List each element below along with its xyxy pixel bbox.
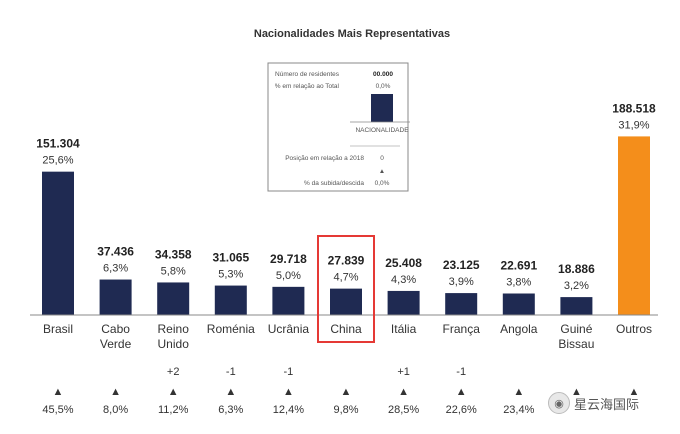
bars-layer	[42, 136, 650, 315]
value-label-it-lia: 25.408	[385, 256, 422, 270]
bar-ucr-nia	[272, 286, 305, 315]
change-pct-it-lia: 28,5%	[388, 404, 419, 416]
legend-frame	[267, 62, 409, 192]
legend-trend-icon: ▲	[379, 168, 385, 175]
watermark-text: 星云海国际	[574, 397, 640, 413]
pct-label-fran-a: 3,9%	[449, 276, 474, 288]
category-label-reino-unido: Unido	[158, 337, 190, 351]
value-label-rom-nia: 31.065	[212, 251, 249, 265]
pct-label-reino-unido: 5,8%	[161, 265, 186, 277]
category-label-fran-a: França	[443, 322, 481, 336]
chart-title: Nacionalidades Mais Representativas	[254, 28, 450, 40]
legend: Número de residentes 00.000 % em relação…	[267, 62, 410, 192]
category-label-guin-bissau: Bissau	[558, 337, 594, 351]
legend-change-label: % da subida/descida	[304, 180, 364, 187]
pct-label-angola: 3,8%	[506, 277, 531, 289]
value-label-brasil: 151.304	[36, 137, 80, 151]
change-pct-ucr-nia: 12,4%	[273, 404, 304, 416]
trend-up-icon: ▲	[398, 386, 409, 398]
value-label-china: 27.839	[328, 254, 365, 268]
trend-up-icon: ▲	[53, 386, 64, 398]
bar-it-lia	[387, 290, 420, 315]
legend-position-value: 0	[380, 155, 384, 162]
category-label-outros: Outros	[616, 322, 652, 336]
change-pct-brasil: 45,5%	[42, 404, 73, 416]
legend-residents-label: Número de residentes	[275, 71, 340, 78]
bar-angola	[502, 293, 535, 315]
legend-position-label: Posição em relação a 2018	[285, 155, 364, 162]
value-label-cabo-verde: 37.436	[97, 245, 134, 259]
bar-rom-nia	[214, 285, 247, 315]
value-label-ucr-nia: 29.718	[270, 252, 307, 266]
trend-up-icon: ▲	[341, 386, 352, 398]
value-label-angola: 22.691	[500, 259, 537, 273]
trend-up-icon: ▲	[629, 386, 640, 398]
legend-sample-bar	[371, 94, 393, 122]
bar-reino-unido	[157, 282, 190, 315]
legend-change-value: 0,0%	[375, 180, 390, 187]
trend-up-icon: ▲	[513, 386, 524, 398]
trend-up-icon: ▲	[110, 386, 121, 398]
value-label-reino-unido: 34.358	[155, 247, 192, 261]
category-label-rom-nia: Roménia	[207, 322, 255, 336]
legend-residents-value: 00.000	[373, 71, 393, 78]
trend-up-icon: ▲	[225, 386, 236, 398]
watermark: ◉ 星云海国际	[548, 392, 639, 414]
position-change-fran-a: -1	[456, 366, 466, 378]
position-change-ucr-nia: -1	[284, 366, 294, 378]
labels-layer: 25,6% 151.304 Brasil ▲ 45,5% 6,3% 37.436 CaboVe…	[36, 101, 656, 416]
category-label-guin-bissau: Guiné	[560, 322, 592, 336]
change-pct-rom-nia: 6,3%	[218, 404, 243, 416]
change-pct-cabo-verde: 8,0%	[103, 404, 128, 416]
pct-label-outros: 31,9%	[618, 119, 649, 131]
category-label-brasil: Brasil	[43, 322, 73, 336]
trend-up-icon: ▲	[456, 386, 467, 398]
pct-label-china: 4,7%	[333, 272, 358, 284]
pct-label-rom-nia: 5,3%	[218, 269, 243, 281]
trend-up-icon: ▲	[283, 386, 294, 398]
category-label-cabo-verde: Verde	[100, 337, 132, 351]
position-change-rom-nia: -1	[226, 366, 236, 378]
category-label-reino-unido: Reino	[158, 322, 190, 336]
trend-up-icon: ▲	[168, 386, 179, 398]
trend-up-icon: ▲	[571, 386, 582, 398]
bar-china	[330, 288, 362, 315]
pct-label-it-lia: 4,3%	[391, 274, 416, 286]
bar-fran-a	[445, 293, 478, 315]
category-label-cabo-verde: Cabo	[101, 322, 130, 336]
category-label-angola: Angola	[500, 322, 538, 336]
category-label-china: China	[330, 322, 362, 336]
value-label-outros: 188.518	[612, 101, 656, 115]
change-pct-fran-a: 22,6%	[446, 404, 477, 416]
pct-label-ucr-nia: 5,0%	[276, 270, 301, 282]
category-label-ucr-nia: Ucrânia	[268, 322, 310, 336]
change-pct-reino-unido: 11,2%	[158, 404, 189, 416]
pct-label-guin-bissau: 3,2%	[564, 280, 589, 292]
wechat-icon: ◉	[548, 392, 570, 414]
pct-label-brasil: 25,6%	[42, 155, 73, 167]
legend-nationality-label: NACIONALIDADE	[355, 127, 409, 134]
bar-guin-bissau	[560, 297, 593, 315]
bar-outros	[618, 136, 650, 315]
highlight-box-china	[317, 235, 375, 343]
legend-pct-value: 0,0%	[376, 83, 391, 90]
bar-cabo-verde	[99, 279, 132, 315]
bar-brasil	[42, 171, 74, 315]
legend-pct-label: % em relação ao Total	[275, 83, 340, 90]
change-pct-china: 9,8%	[333, 404, 358, 416]
category-label-it-lia: Itália	[391, 322, 417, 336]
position-change-it-lia: +1	[397, 366, 410, 378]
value-label-guin-bissau: 18.886	[558, 262, 595, 276]
position-change-reino-unido: +2	[167, 366, 180, 378]
pct-label-cabo-verde: 6,3%	[103, 263, 128, 275]
value-label-fran-a: 23.125	[443, 258, 480, 272]
change-pct-angola: 23,4%	[503, 404, 534, 416]
